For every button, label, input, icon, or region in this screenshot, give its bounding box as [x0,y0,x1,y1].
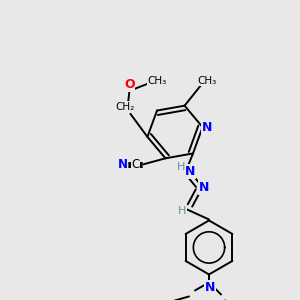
Text: O: O [124,78,135,92]
Text: H: H [177,162,185,172]
Text: CH₃: CH₃ [197,76,216,86]
Text: CH₃: CH₃ [148,76,167,86]
Text: N: N [201,121,212,134]
Text: N: N [117,158,128,171]
Text: H: H [178,206,186,216]
Text: N: N [185,165,195,178]
Text: N: N [205,281,215,294]
Text: C: C [131,158,140,171]
Text: N: N [199,181,209,194]
Text: CH₂: CH₂ [116,102,135,112]
